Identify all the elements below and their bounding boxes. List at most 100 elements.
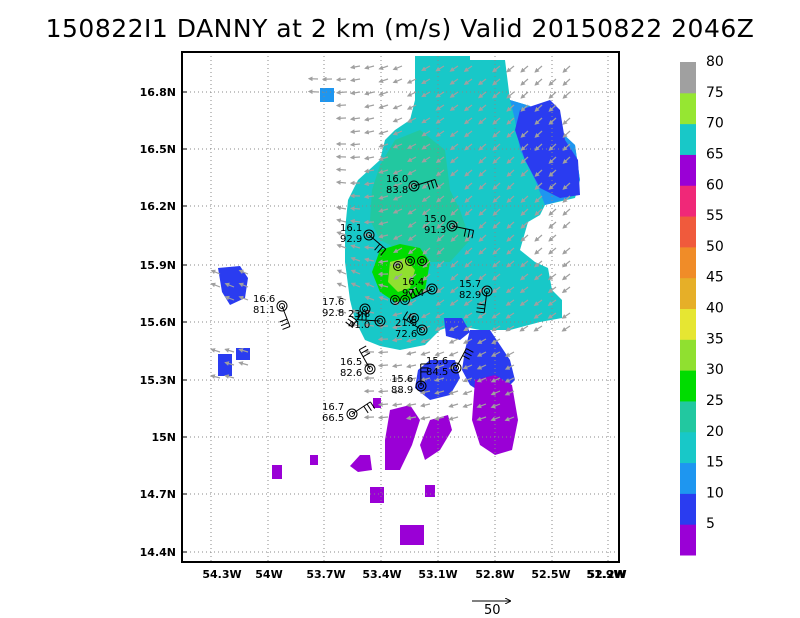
colorbar-swatch: [680, 154, 696, 186]
storm-center-icon: [405, 256, 415, 266]
wind-arrow: [336, 269, 347, 275]
wind-arrow: [520, 260, 529, 268]
lat-tick-label: 14.4N: [140, 546, 176, 559]
wind-arrow: [210, 269, 221, 275]
wind-arrow: [364, 103, 375, 109]
wind-arrow: [238, 282, 249, 288]
wind-arrow: [210, 348, 221, 353]
wind-arrow: [548, 221, 557, 229]
wind-arrow: [349, 77, 361, 83]
wind-arrow: [392, 208, 403, 214]
axis-ticks: 54.3W 54W 53.7W 53.4W 53.1W 52.8W 52.5W 52.2W51…: [140, 86, 627, 581]
wind-arrow: [506, 130, 515, 138]
storm-center-icon: [417, 256, 427, 266]
wind-arrow: [562, 91, 571, 99]
wind-arrow: [449, 130, 459, 138]
wind-arrow: [364, 90, 375, 96]
wind-arrow: [506, 117, 515, 125]
wind-arrow: [434, 351, 445, 357]
field-purple-i: [373, 398, 381, 408]
wind-arrow: [435, 91, 445, 98]
wind-arrow: [548, 143, 557, 151]
wind-arrow: [462, 403, 473, 409]
wind-arrow: [448, 351, 459, 357]
wind-arrow: [392, 130, 403, 136]
wind-arrow: [476, 403, 487, 409]
wind-arrow: [336, 282, 347, 288]
wind-arrow: [378, 296, 389, 301]
wind-arrow: [505, 299, 515, 306]
wind-arrow: [406, 117, 417, 123]
wind-arrow: [434, 377, 445, 382]
wind-arrow: [392, 78, 403, 84]
storm-center-icon: [400, 295, 410, 305]
wind-arrow: [391, 363, 403, 369]
storm-value: 97.4: [402, 288, 424, 299]
wind-arrow: [547, 286, 557, 294]
colorbar-swatch: [680, 216, 696, 248]
wind-arrow: [435, 130, 445, 137]
wind-arrow: [462, 377, 473, 383]
lon-tick-label: 53.4W: [362, 568, 401, 581]
wind-arrow: [405, 415, 417, 421]
wind-arrow: [505, 286, 515, 294]
wind-arrow: [491, 325, 501, 332]
wind-arrow: [476, 364, 487, 370]
colorbar-label: 55: [706, 208, 724, 224]
wind-arrow: [562, 247, 571, 255]
wind-arrow: [464, 182, 473, 190]
wind-arrow: [349, 64, 361, 70]
colorbar-label: 15: [706, 455, 724, 471]
wind-arrow: [548, 91, 557, 99]
wind-arrow: [548, 156, 557, 164]
storm-value: 41.0: [348, 320, 370, 331]
wind-arrow: [391, 376, 403, 382]
wind-arrow: [336, 218, 347, 224]
wind-arrow: [407, 299, 417, 306]
colorbar-swatch: [680, 92, 696, 125]
wind-arrow: [505, 351, 515, 357]
wind-arrow: [349, 116, 361, 122]
wind-arrow: [421, 195, 431, 203]
wind-arrow: [378, 221, 389, 226]
wind-arrow: [434, 415, 445, 421]
wind-arrow: [377, 402, 389, 407]
wind-arrow: [449, 299, 459, 306]
colorbar-label: 35: [706, 331, 724, 347]
colorbar-label: 70: [706, 116, 724, 132]
wind-arrow: [391, 402, 403, 408]
wind-arrow: [392, 143, 403, 149]
wind-arrow: [477, 312, 487, 319]
wind-arrow: [420, 338, 431, 344]
lon-tick-label: 52.5W: [531, 568, 570, 581]
wind-arrow: [478, 104, 487, 112]
map-title: 150822I1 DANNY at 2 km (m/s) Valid 20150…: [45, 14, 755, 43]
wind-arrow: [421, 91, 431, 98]
wind-arrow: [350, 269, 361, 275]
wind-arrow: [476, 351, 487, 357]
storm-altitude: 16.7: [322, 402, 344, 413]
colorbar-label: 60: [706, 177, 724, 193]
wind-arrow: [350, 256, 361, 262]
storm-center-icon: [363, 229, 375, 241]
wind-arrow: [393, 247, 403, 253]
wind-arrow: [378, 208, 389, 213]
colorbar-label: 40: [706, 301, 724, 317]
wind-arrow: [224, 361, 235, 366]
wind-arrow: [463, 325, 473, 332]
wind-arrow: [520, 208, 529, 216]
wind-arrow: [506, 169, 515, 177]
wind-arrow: [435, 65, 445, 72]
wind-arrow: [561, 312, 571, 319]
wind-barb: [451, 225, 474, 231]
wind-arrow: [422, 221, 431, 229]
storm-altitude: 16.4: [402, 277, 424, 288]
wind-arrow: [464, 247, 473, 255]
wind-arrow: [224, 295, 235, 301]
field-blue-west2: [236, 348, 250, 360]
wind-arrow: [422, 260, 431, 268]
colorbar: 5 10 15 20 25 30 35 40 45 50 55 60 65 70 75 80: [680, 54, 724, 556]
wind-arrow: [407, 169, 417, 176]
wind-arrow: [462, 364, 473, 370]
